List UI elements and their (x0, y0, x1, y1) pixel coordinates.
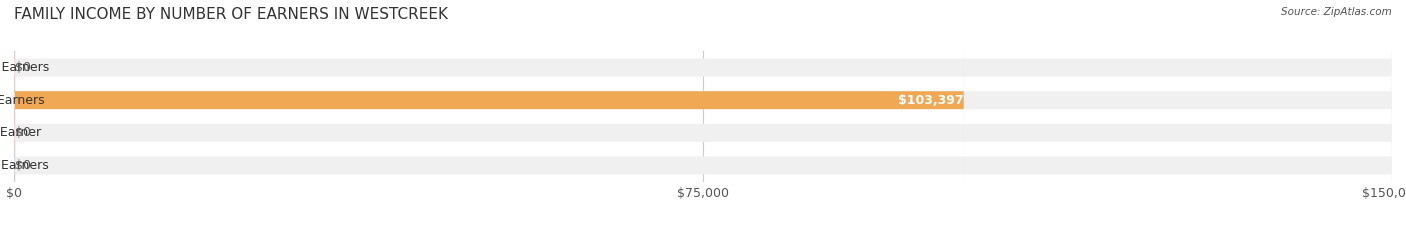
FancyBboxPatch shape (14, 0, 1392, 233)
FancyBboxPatch shape (14, 0, 965, 233)
Text: No Earners: No Earners (0, 159, 49, 172)
FancyBboxPatch shape (14, 0, 1392, 233)
Text: $103,397: $103,397 (898, 94, 963, 107)
Text: $0: $0 (15, 159, 31, 172)
Text: 1 Earner: 1 Earner (0, 126, 41, 139)
Text: FAMILY INCOME BY NUMBER OF EARNERS IN WESTCREEK: FAMILY INCOME BY NUMBER OF EARNERS IN WE… (14, 7, 449, 22)
Text: Source: ZipAtlas.com: Source: ZipAtlas.com (1281, 7, 1392, 17)
Text: $0: $0 (15, 61, 31, 74)
Text: 2 Earners: 2 Earners (0, 94, 45, 107)
Text: $0: $0 (15, 126, 31, 139)
FancyBboxPatch shape (14, 0, 1392, 233)
FancyBboxPatch shape (14, 0, 1392, 233)
Text: 3+ Earners: 3+ Earners (0, 61, 49, 74)
